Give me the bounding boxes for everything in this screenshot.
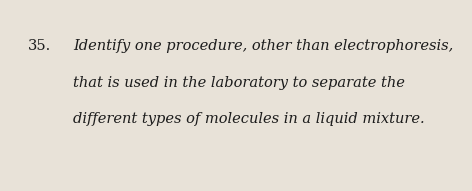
Text: different types of molecules in a liquid mixture.: different types of molecules in a liquid… <box>73 112 425 126</box>
Text: Identify one procedure, other than electrophoresis,: Identify one procedure, other than elect… <box>73 39 454 53</box>
Text: that is used in the laboratory to separate the: that is used in the laboratory to separa… <box>73 76 405 90</box>
Text: 35.: 35. <box>28 39 51 53</box>
